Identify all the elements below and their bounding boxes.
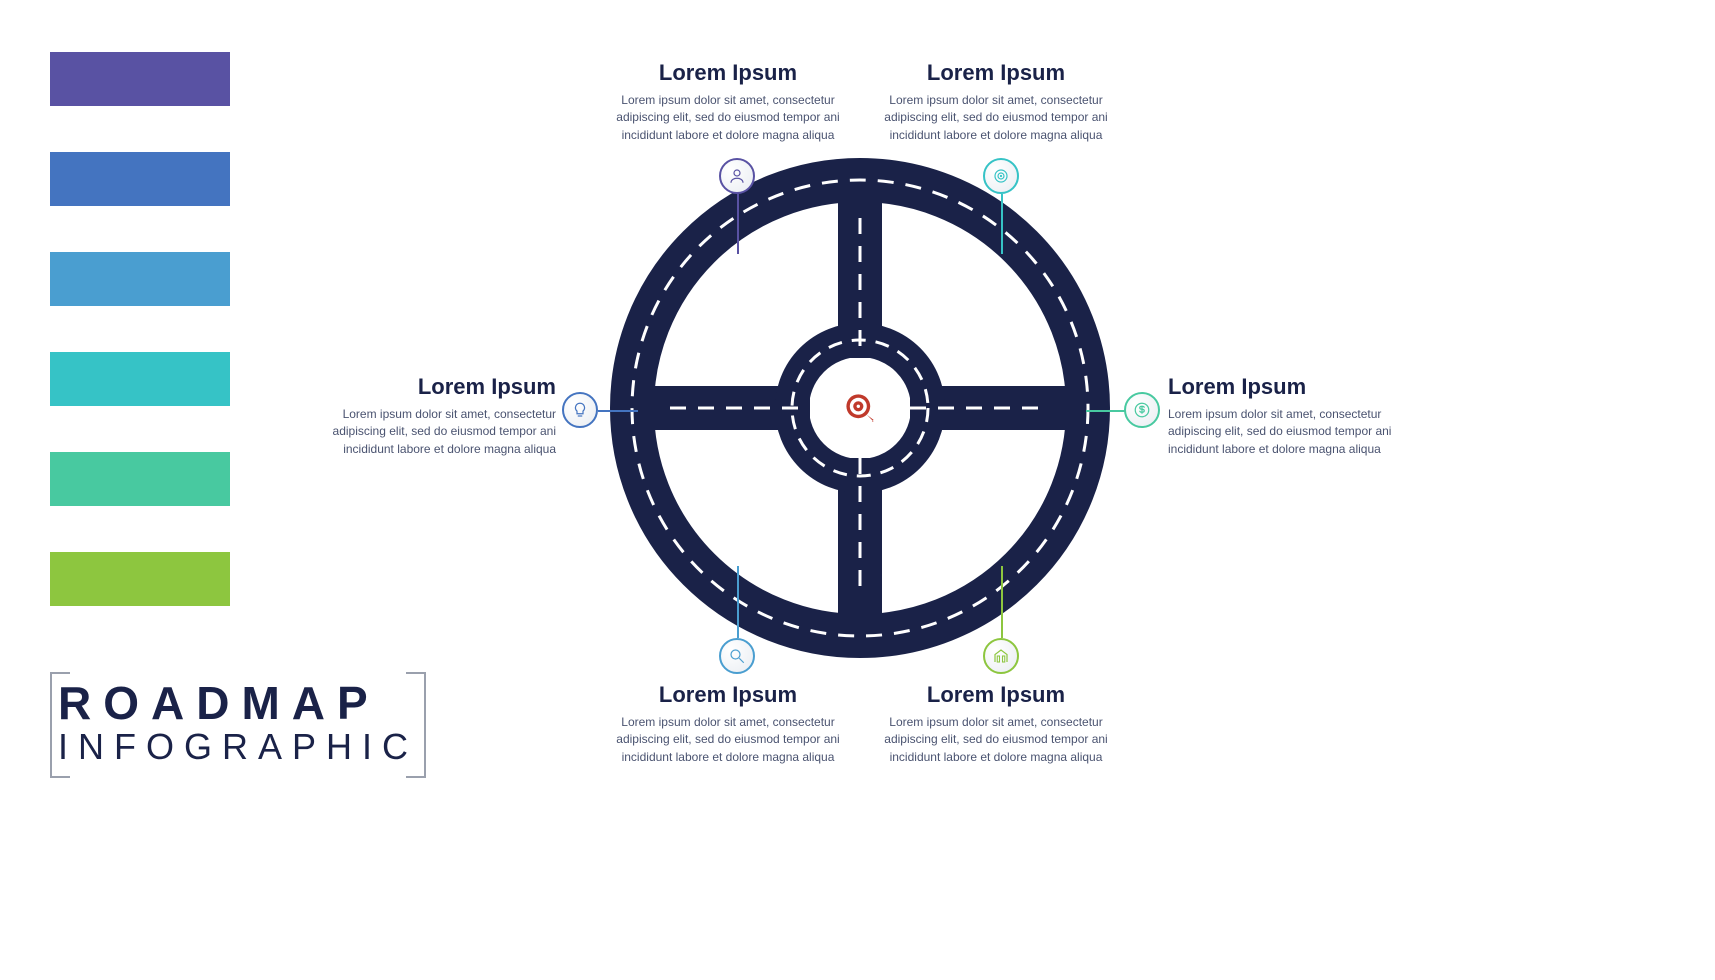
infographic-title: ROADMAP INFOGRAPHIC [50,672,426,774]
swatch-5 [50,552,230,606]
pin-right [1124,392,1160,428]
callout-title: Lorem Ipsum [866,60,1126,86]
callout-body: Lorem ipsum dolor sit amet, consectetur … [598,714,858,766]
callout-body: Lorem ipsum dolor sit amet, consectetur … [1168,406,1428,458]
callout-top-right: Lorem Ipsum Lorem ipsum dolor sit amet, … [866,60,1126,144]
callout-bot-right: Lorem Ipsum Lorem ipsum dolor sit amet, … [866,682,1126,766]
color-palette [50,52,230,652]
target-icon [992,167,1010,185]
building-icon [992,647,1010,665]
swatch-3 [50,352,230,406]
callout-title: Lorem Ipsum [1168,374,1428,400]
callout-right: Lorem Ipsum Lorem ipsum dolor sit amet, … [1168,374,1428,458]
callout-body: Lorem ipsum dolor sit amet, consectetur … [866,714,1126,766]
lightbulb-icon [571,401,589,419]
callout-title: Lorem Ipsum [296,374,556,400]
swatch-2 [50,252,230,306]
person-icon [728,167,746,185]
callout-body: Lorem ipsum dolor sit amet, consectetur … [598,92,858,144]
pin-connector [737,566,739,638]
dollar-icon [1133,401,1151,419]
pin-connector [1001,194,1003,254]
pin-connector [737,194,739,254]
callout-title: Lorem Ipsum [866,682,1126,708]
callout-body: Lorem ipsum dolor sit amet, consectetur … [296,406,556,458]
pin-bot-left [719,638,755,674]
title-line-1: ROADMAP [58,676,418,730]
road-diagram [610,158,1110,658]
callout-body: Lorem ipsum dolor sit amet, consectetur … [866,92,1126,144]
callout-left: Lorem Ipsum Lorem ipsum dolor sit amet, … [296,374,556,458]
pin-connector [598,410,638,412]
swatch-0 [50,52,230,106]
pin-left [562,392,598,428]
callout-title: Lorem Ipsum [598,682,858,708]
title-line-2: INFOGRAPHIC [58,726,418,768]
swatch-4 [50,452,230,506]
pin-top-left [719,158,755,194]
callout-bot-left: Lorem Ipsum Lorem ipsum dolor sit amet, … [598,682,858,766]
center-target-icon [835,383,885,433]
magnify-icon [728,647,746,665]
callout-top-left: Lorem Ipsum Lorem ipsum dolor sit amet, … [598,60,858,144]
swatch-1 [50,152,230,206]
pin-bot-right [983,638,1019,674]
callout-title: Lorem Ipsum [598,60,858,86]
pin-top-right [983,158,1019,194]
pin-connector [1086,410,1126,412]
pin-connector [1001,566,1003,638]
